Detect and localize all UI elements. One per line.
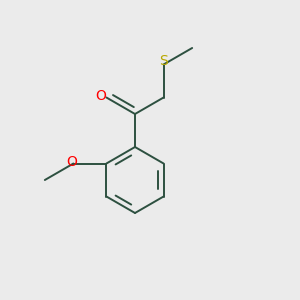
Text: O: O	[67, 155, 77, 169]
Text: O: O	[96, 89, 106, 103]
Text: S: S	[159, 54, 168, 68]
